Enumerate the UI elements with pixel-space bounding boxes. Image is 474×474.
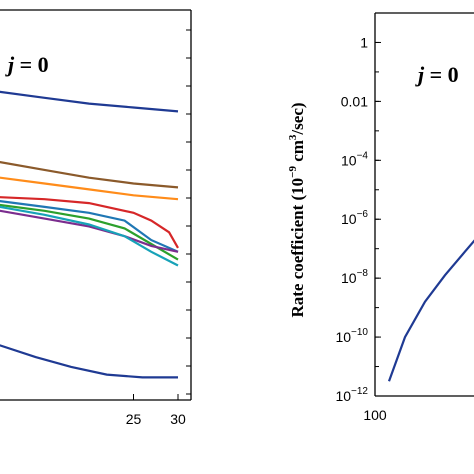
left-series-line-7 (0, 209, 179, 253)
right-y-tick-label-7: 10−12 (335, 386, 368, 404)
left-x-tick-label-2: 30 (170, 411, 186, 427)
left-x-tick-label-1: 25 (126, 411, 142, 427)
right-series-line-1 (387, 239, 474, 382)
right-x-tick-label-1: 100 (363, 407, 387, 423)
left-annotation: j = 0 (5, 52, 49, 77)
left-series-line-2 (0, 160, 179, 189)
right-y-axis-label: Rate coefficient (10−9 cm3/sec) (287, 102, 307, 317)
left-series-line-9 (0, 344, 178, 379)
right-y-tick-label-4: 10−6 (341, 209, 368, 227)
right-x-ticks: 100 (363, 390, 387, 423)
right-y-tick-label-2: 0.01 (341, 93, 368, 109)
right-series-group (387, 239, 474, 382)
right-y-tick-label-6: 10−10 (335, 327, 368, 345)
left-series-line-1 (0, 90, 179, 113)
right-annotation: j = 0 (415, 62, 459, 87)
right-y-ticks: 1 0.01 10−4 10−6 10−8 10−10 10−12 (335, 34, 381, 404)
left-series-group (0, 90, 179, 379)
left-series-line-6 (0, 203, 179, 261)
left-series-line-5 (0, 199, 179, 253)
right-panel: 1 0.01 10−4 10−6 10−8 10−10 10−12 100 j = 0 Ra… (287, 12, 474, 423)
left-panel: 25 30 j = 0 (0, 9, 192, 427)
left-series-line-4 (0, 196, 179, 249)
left-x-ticks: 25 30 (126, 29, 191, 427)
left-series-line-8 (0, 205, 179, 267)
right-y-tick-label-3: 10−4 (341, 150, 368, 168)
right-y-tick-label-5: 10−8 (341, 268, 368, 286)
left-series-line-3 (0, 176, 179, 201)
right-y-tick-label-1: 1 (360, 34, 368, 50)
